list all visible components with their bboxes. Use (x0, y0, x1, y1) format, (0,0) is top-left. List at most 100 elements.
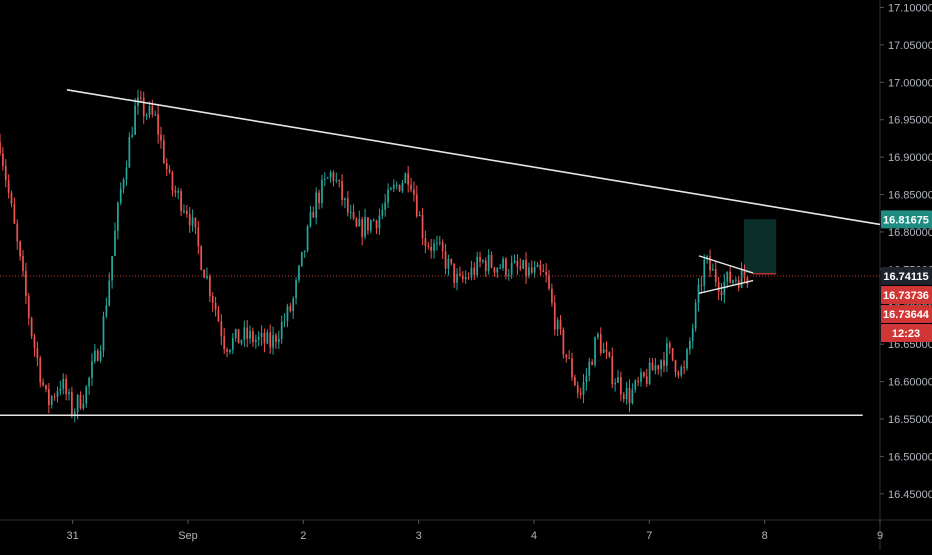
candle-body (272, 335, 274, 348)
candle-body (91, 361, 93, 378)
candle-body (476, 256, 479, 275)
candle-body (194, 217, 197, 228)
y-tick-label: 16.90000 (888, 152, 932, 164)
candle-body (263, 332, 266, 344)
candle-body (237, 329, 240, 344)
candle-body (116, 202, 119, 231)
candle-body (246, 327, 249, 339)
candle-body (352, 211, 355, 219)
candle-body (76, 395, 79, 412)
candle-body (447, 258, 450, 269)
candle-body (0, 142, 1, 154)
candle-body (62, 378, 65, 389)
x-tick-label: 31 (67, 530, 79, 542)
candle-body (206, 276, 208, 278)
candle-body (128, 136, 131, 168)
candle-body (720, 291, 723, 295)
candle-body (709, 256, 711, 271)
candle-body (39, 358, 42, 383)
candle-body (588, 361, 591, 376)
candle-body (591, 361, 594, 366)
price-badge-label: 16.73644 (883, 309, 930, 321)
candle-body (122, 179, 125, 189)
candle-body (151, 106, 154, 115)
candle-body (303, 250, 306, 252)
candle-body (306, 226, 309, 251)
x-tick-label: 3 (416, 530, 422, 542)
candle-body (562, 329, 565, 355)
candle-body (142, 98, 145, 117)
y-tick-label: 16.50000 (888, 451, 932, 463)
candle-body (559, 320, 562, 330)
candle-body (217, 309, 220, 322)
candle-body (315, 192, 318, 218)
candle-body (364, 217, 366, 237)
candle-body (484, 260, 487, 272)
candle-body (390, 188, 392, 190)
candle-body (361, 219, 364, 237)
candle-body (648, 362, 651, 384)
candle-body (689, 340, 691, 350)
y-tick-label: 16.65000 (888, 339, 932, 351)
candle-body (231, 338, 234, 350)
candle-body (418, 214, 421, 217)
candle-body (114, 230, 116, 256)
candle-body (499, 267, 502, 269)
price-badge (881, 323, 932, 342)
y-tick-label: 16.45000 (888, 489, 932, 501)
candle-body (275, 335, 277, 342)
candle-body (48, 389, 50, 405)
candle-body (436, 243, 438, 245)
pennant-upper-line (698, 255, 754, 274)
candle-body (33, 336, 36, 349)
candle-body (459, 273, 461, 276)
candle-body (640, 372, 642, 382)
candle-body (289, 306, 292, 311)
candle-body (677, 372, 680, 376)
candle-body (257, 336, 260, 340)
candle-body (53, 396, 56, 398)
candle-body (528, 267, 530, 277)
candle-body (88, 377, 90, 387)
candle-body (433, 243, 435, 251)
candle-body (249, 331, 251, 339)
candle-body (229, 349, 231, 352)
candle-body (85, 386, 88, 404)
candle-body (344, 198, 346, 200)
y-tick-label: 16.80000 (888, 227, 932, 239)
candle-body (536, 264, 539, 268)
candle-body (668, 343, 671, 349)
candle-body (214, 302, 217, 310)
candle-body (174, 190, 177, 193)
candle-body (148, 106, 151, 116)
descending-resistance-line (66, 88, 881, 226)
candle-body (714, 268, 717, 282)
price-badges: 16.81675 16.74115 16.73736 16.73644 12:23 (881, 210, 932, 342)
x-tick-label: 2 (300, 530, 306, 542)
candle-body (312, 212, 315, 218)
candle-body (165, 163, 168, 170)
candle-body (358, 219, 361, 227)
candle-body (93, 350, 96, 362)
candle-body (430, 246, 433, 251)
candle-body (634, 380, 637, 390)
candle-body (680, 367, 683, 376)
candle-body (220, 321, 223, 337)
pennant-lower-line (698, 279, 754, 294)
y-tick-label: 16.85000 (888, 190, 932, 202)
candle-body (68, 392, 70, 395)
candle-body (415, 194, 418, 217)
candle-body (200, 246, 203, 270)
candle-body (355, 218, 358, 227)
y-tick-label: 16.55000 (888, 414, 932, 426)
candle-body (424, 238, 427, 246)
candle-body (157, 114, 159, 135)
candle-body (292, 298, 295, 311)
candle-body (571, 358, 573, 378)
candle-body (335, 179, 338, 181)
candle-body (22, 256, 24, 271)
candle-body (105, 305, 108, 317)
